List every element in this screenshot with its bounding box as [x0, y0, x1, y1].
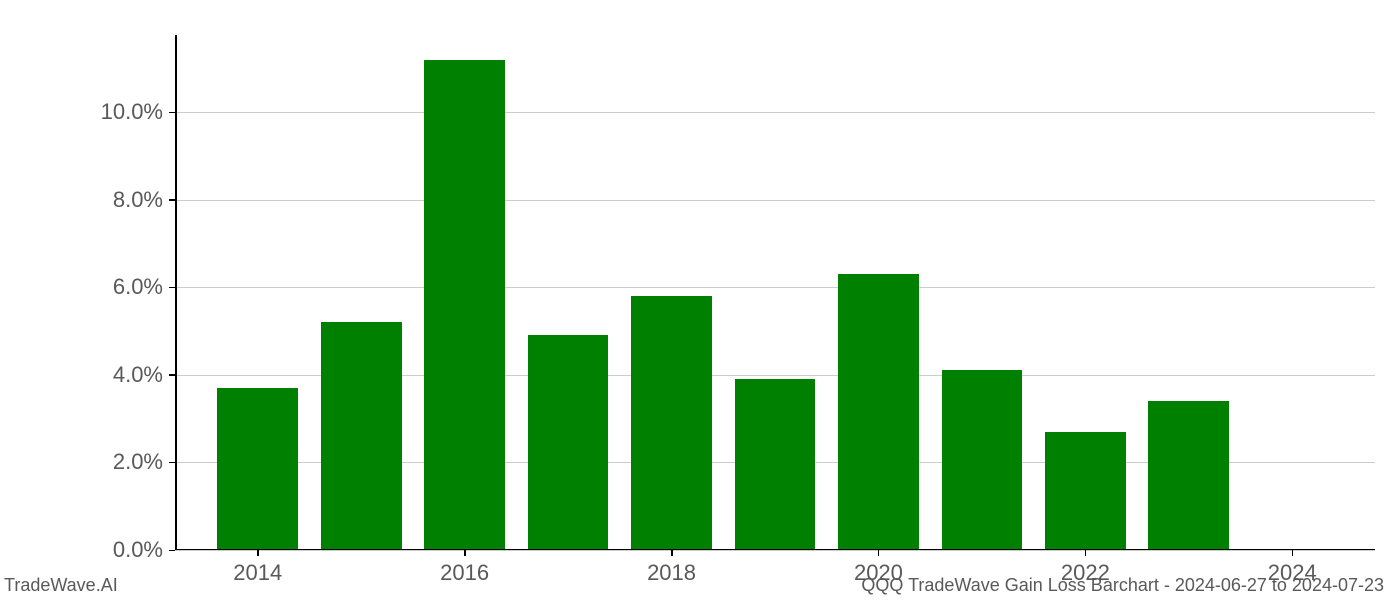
x-tick-label: 2018 — [647, 550, 696, 586]
y-tick-label: 2.0% — [113, 449, 175, 475]
bar — [631, 296, 712, 550]
y-tick-label: 10.0% — [101, 99, 175, 125]
gridline — [175, 200, 1375, 201]
bar — [735, 379, 816, 550]
bar — [838, 274, 919, 550]
bar — [1148, 401, 1229, 550]
bar — [321, 322, 402, 550]
bar — [1045, 432, 1126, 550]
chart-area: 0.0%2.0%4.0%6.0%8.0%10.0%201420162018202… — [175, 35, 1375, 550]
bar — [424, 60, 505, 550]
y-axis-line — [175, 35, 177, 550]
bar — [217, 388, 298, 550]
gridline — [175, 112, 1375, 113]
x-axis-line — [175, 549, 1375, 551]
footer-left-label: TradeWave.AI — [4, 575, 118, 596]
y-tick-label: 0.0% — [113, 537, 175, 563]
y-tick-label: 4.0% — [113, 362, 175, 388]
gridline — [175, 550, 1375, 551]
gridline — [175, 287, 1375, 288]
bar — [528, 335, 609, 550]
plot-region: 0.0%2.0%4.0%6.0%8.0%10.0%201420162018202… — [175, 35, 1375, 550]
bar — [942, 370, 1023, 550]
x-tick-label: 2014 — [233, 550, 282, 586]
y-tick-label: 8.0% — [113, 187, 175, 213]
x-tick-label: 2016 — [440, 550, 489, 586]
footer-right-label: QQQ TradeWave Gain Loss Barchart - 2024-… — [861, 575, 1384, 596]
y-tick-label: 6.0% — [113, 274, 175, 300]
